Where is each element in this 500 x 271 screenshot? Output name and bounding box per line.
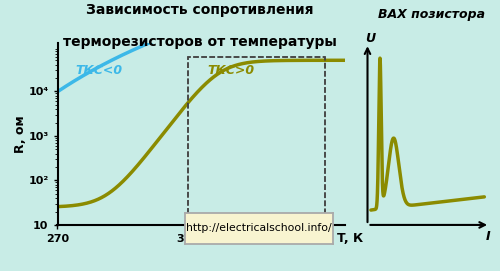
Text: ВАХ позистора: ВАХ позистора [378, 8, 484, 21]
Text: ТКС>0: ТКС>0 [208, 64, 255, 77]
Text: U: U [364, 32, 375, 45]
Text: T, К: T, К [337, 232, 363, 245]
Text: терморезисторов от температуры: терморезисторов от температуры [63, 35, 337, 49]
Text: http://electricalschool.info/: http://electricalschool.info/ [186, 223, 332, 233]
Text: Зависимость сопротивления: Зависимость сопротивления [86, 3, 314, 17]
Y-axis label: R, ом: R, ом [14, 115, 27, 153]
Bar [188, 57, 326, 223]
Text: ТКС<0: ТКС<0 [76, 64, 123, 77]
Text: I: I [486, 230, 490, 243]
